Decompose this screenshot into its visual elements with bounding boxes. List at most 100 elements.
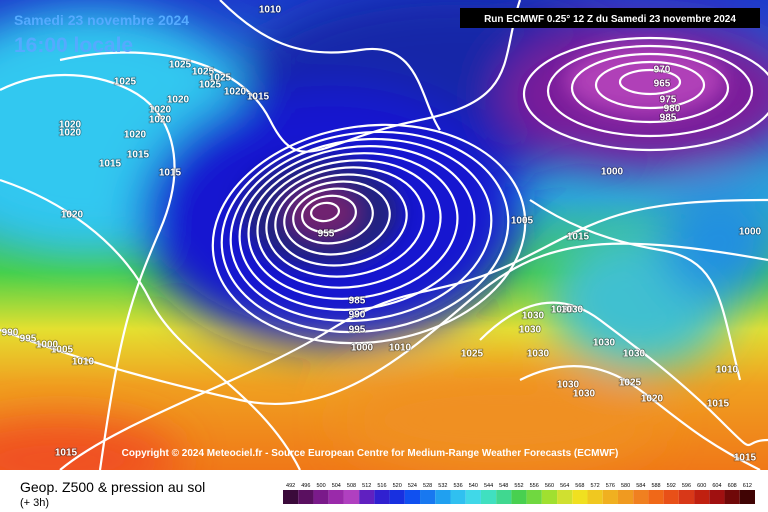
isobar-label: 1030: [623, 349, 646, 360]
colorbar-label: 504: [332, 483, 341, 489]
colorbar-label: 552: [514, 483, 523, 489]
isobar-label: 965: [654, 79, 671, 90]
colorbar-swatch: [648, 490, 664, 504]
isobar: [219, 0, 441, 131]
colorbar-label: 548: [499, 483, 508, 489]
isobar: [546, 44, 754, 138]
isobar-label: 1025: [619, 378, 642, 389]
isobar-label: 1015: [247, 92, 270, 103]
colorbar-label: 592: [667, 483, 676, 489]
isobar-label: 1025: [199, 80, 222, 91]
colorbar-swatch: [328, 490, 344, 504]
colorbar-swatch: [617, 490, 634, 504]
run-box: [460, 8, 760, 28]
colorbar-swatch: [663, 490, 679, 504]
isobar: [309, 201, 341, 223]
colorbar-label: 556: [530, 483, 539, 489]
colorbar-swatch: [283, 490, 299, 504]
isobar-label: 1025: [209, 73, 232, 84]
isobar: [529, 199, 742, 381]
colorbar-label: 532: [438, 483, 447, 489]
isobar: [519, 365, 761, 471]
isobar-label: 990: [2, 328, 19, 339]
isobar-label: 970: [654, 65, 671, 76]
colorbar-swatch: [541, 490, 558, 504]
isobar-label: 1000: [601, 167, 624, 178]
colorbar-swatch: [343, 490, 360, 504]
colorbar-label: 596: [682, 483, 691, 489]
isobar-label: 995: [349, 325, 366, 336]
colorbar-label: 540: [469, 483, 478, 489]
isobar-label: 1030: [522, 311, 545, 322]
isobar-label: 955: [318, 229, 335, 240]
colorbar-swatch: [739, 490, 755, 504]
colorbar-label: 536: [454, 483, 463, 489]
isobar-label: 1020: [641, 394, 664, 405]
isobar: [301, 194, 357, 234]
colorbar-swatch: [587, 490, 603, 504]
colorbar-swatch: [678, 490, 695, 504]
isobar-label: 1020: [167, 95, 190, 106]
isobar: [256, 159, 442, 289]
isobar-label: 1025: [114, 77, 137, 88]
isobar-label: 1030: [561, 305, 584, 316]
colorbar-swatch: [511, 490, 527, 504]
isobar: [59, 198, 768, 471]
isobar-label: 1005: [51, 345, 74, 356]
colorbar-label: 584: [636, 483, 645, 489]
colorbar-label: 612: [743, 483, 752, 489]
isobar-label: 1020: [59, 120, 82, 131]
isobar-label: 1025: [192, 67, 215, 78]
colorbar-swatch: [724, 490, 740, 504]
run: Run ECMWF 0.25° 12 Z du Samedi 23 novemb…: [484, 14, 736, 25]
isobar-label: 1005: [511, 216, 534, 227]
colorbar-label: 544: [484, 483, 493, 489]
isobar-label: 985: [349, 296, 366, 307]
isobar-label: 985: [660, 113, 677, 124]
isobar-label: 1010: [716, 365, 739, 376]
colorbar-swatch: [389, 490, 405, 504]
colorbar-swatch: [435, 490, 451, 504]
isobar-label: 1000: [36, 340, 59, 351]
isobar-label: 1000: [739, 227, 762, 238]
colorbar-swatch: [572, 490, 588, 504]
isobar: [594, 60, 706, 110]
isobar: [292, 187, 374, 245]
colorbar-label: 572: [591, 483, 600, 489]
colorbar-swatch: [480, 490, 497, 504]
colorbar-label: 496: [301, 483, 310, 489]
isobar: [522, 36, 768, 152]
time: 16:00 locale: [14, 34, 133, 57]
colorbar-label: 524: [408, 483, 417, 489]
isobar: [0, 178, 301, 471]
colorbar-swatch: [374, 490, 390, 504]
colorbar-label: 600: [697, 483, 706, 489]
colorbar-label: 604: [712, 483, 721, 489]
isobar-label: 1030: [593, 338, 616, 349]
colorbar-swatch: [709, 490, 725, 504]
colorbar-swatch: [526, 490, 542, 504]
colorbar-label: 512: [362, 483, 371, 489]
isobar: [618, 68, 682, 96]
isobar-label: 1015: [707, 399, 730, 410]
isobar-label: 1025: [169, 60, 192, 71]
colorbar-swatch: [420, 490, 436, 504]
colorbar-swatch: [557, 490, 573, 504]
isobar-label: 1030: [551, 305, 574, 316]
isobar: [0, 242, 768, 405]
colorbar-label: 520: [393, 483, 402, 489]
isobar-label: 1030: [573, 389, 596, 400]
isobar-labels: 1010102510251025102510251020102010201020…: [1, 4, 762, 465]
isobar-label: 1020: [59, 128, 82, 139]
colorbar-label: 516: [377, 483, 386, 489]
isobar-label: 1000: [351, 343, 374, 354]
footer-step: (+ 3h): [20, 497, 49, 509]
isobar-label: 1030: [527, 349, 550, 360]
colorbar-label: 608: [728, 483, 737, 489]
colorbar-swatch: [496, 490, 512, 504]
isobar-label: 1025: [461, 349, 484, 360]
colorbar-label: 568: [575, 483, 584, 489]
isobar-label: 1010: [72, 357, 95, 368]
colorbar-swatch: [450, 490, 466, 504]
